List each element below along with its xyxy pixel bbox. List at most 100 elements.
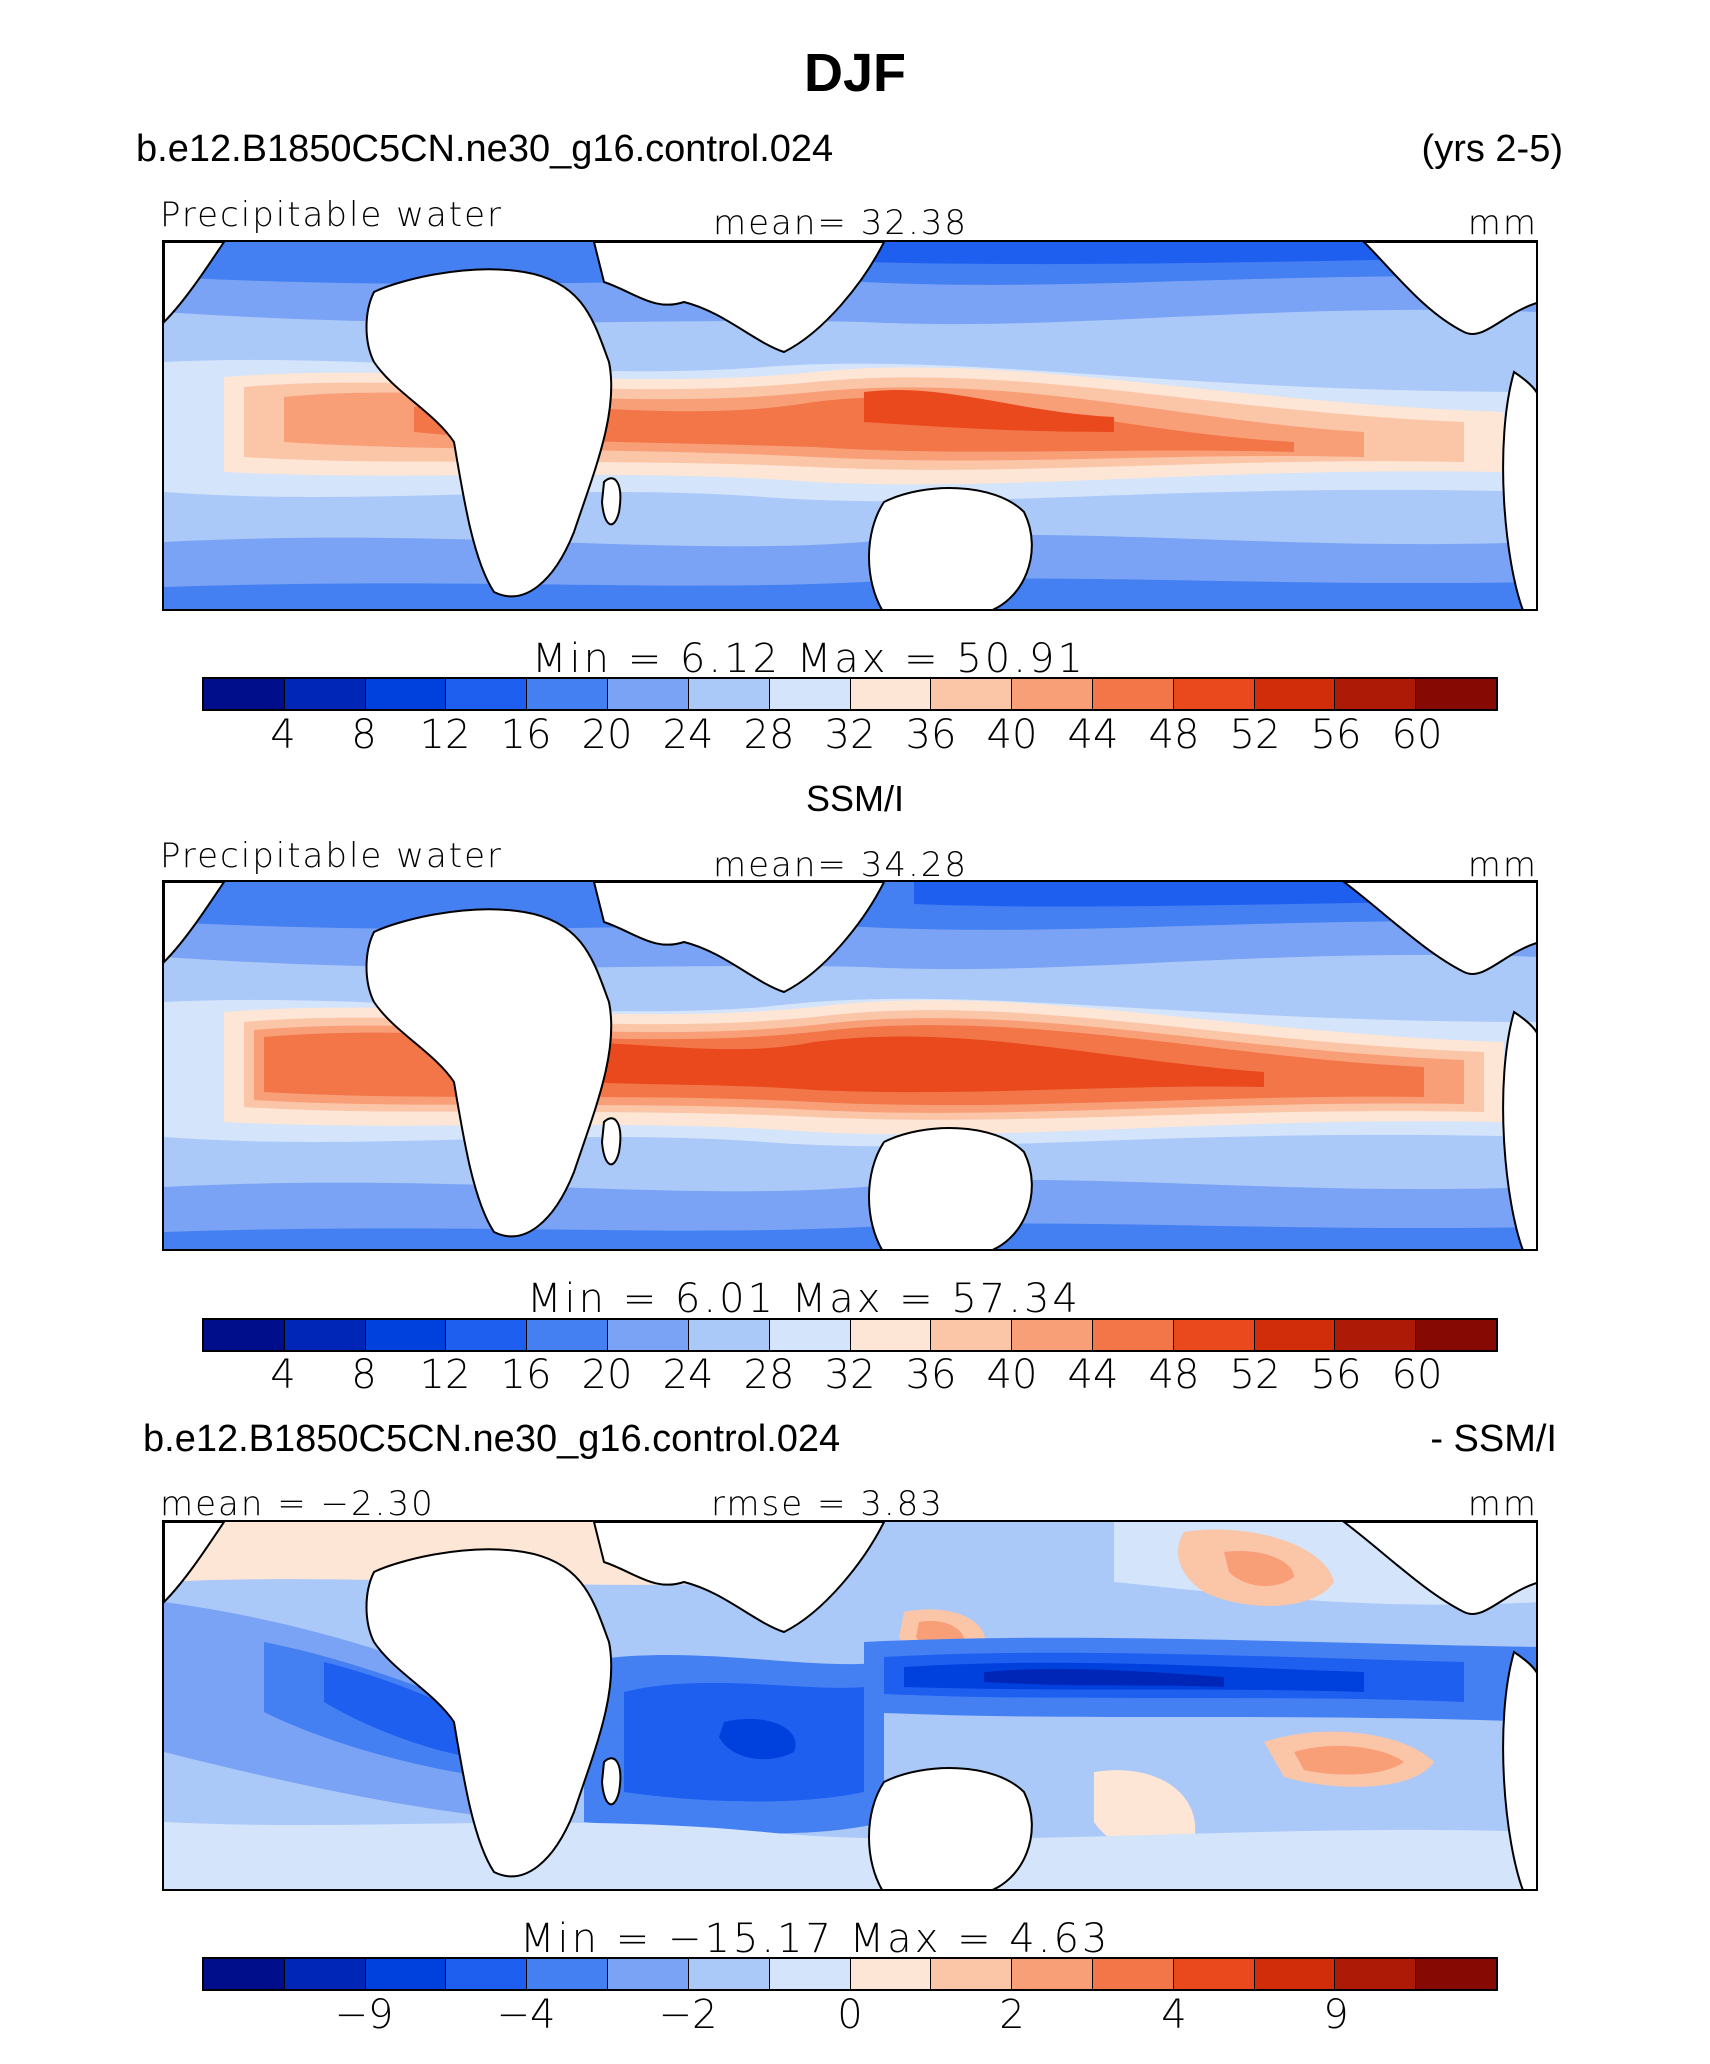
model-variable-label: Precipitable water bbox=[160, 195, 504, 235]
colorbar-box bbox=[1335, 679, 1417, 709]
colorbar-tick: 56 bbox=[1310, 712, 1362, 758]
colorbar-tick: 32 bbox=[824, 712, 876, 758]
model-mean-label: mean= 32.38 bbox=[713, 203, 969, 243]
colorbar-box bbox=[1173, 679, 1255, 709]
colorbar-box bbox=[850, 1320, 932, 1350]
colorbar-tick: −4 bbox=[496, 1992, 556, 2038]
colorbar-box bbox=[769, 679, 851, 709]
colorbar-tick: 52 bbox=[1229, 712, 1281, 758]
colorbar-tick: −9 bbox=[334, 1992, 394, 2038]
colorbar-tick: 28 bbox=[743, 712, 795, 758]
colorbar-tick: 8 bbox=[351, 712, 377, 758]
obs-variable-label: Precipitable water bbox=[160, 836, 504, 876]
africa-land-icon bbox=[365, 268, 613, 598]
colorbar-box bbox=[446, 679, 528, 709]
colorbar-tick: 56 bbox=[1310, 1352, 1362, 1398]
colorbar-tick: 4 bbox=[270, 1352, 296, 1398]
colorbar-box bbox=[1335, 1959, 1417, 1989]
diff-mean-label: mean = −2.30 bbox=[160, 1484, 435, 1524]
colorbar-box bbox=[1254, 679, 1336, 709]
colorbar-tick: −2 bbox=[658, 1992, 718, 2038]
colorbar-tick: 16 bbox=[500, 712, 552, 758]
obs-title: SSM/I bbox=[805, 778, 904, 819]
colorbar-tick: 12 bbox=[419, 1352, 471, 1398]
colorbar-box bbox=[1092, 1320, 1174, 1350]
diff-rmse-label: rmse = 3.83 bbox=[711, 1484, 944, 1524]
colorbar-box bbox=[1416, 1959, 1496, 1989]
diff-case-label: b.e12.B1850C5CN.ne30_g16.control.024 bbox=[143, 1418, 841, 1460]
colorbar-box bbox=[1416, 1320, 1496, 1350]
south-america-land-icon bbox=[1502, 1650, 1536, 1889]
colorbar-tick: 36 bbox=[905, 712, 957, 758]
model-case-label: b.e12.B1850C5CN.ne30_g16.control.024 bbox=[136, 128, 834, 170]
colorbar-box bbox=[1012, 1320, 1093, 1350]
years-label: (yrs 2-5) bbox=[1421, 128, 1563, 170]
colorbar-box bbox=[446, 1320, 528, 1350]
colorbar-tick: 24 bbox=[662, 712, 714, 758]
colorbar-box bbox=[931, 1320, 1013, 1350]
south-america-land-icon bbox=[1502, 1010, 1536, 1249]
colorbar-box bbox=[608, 1959, 689, 1989]
colorbar-box bbox=[365, 679, 447, 709]
colorbar-box bbox=[284, 1959, 366, 1989]
colorbar-tick: 28 bbox=[743, 1352, 795, 1398]
colorbar-box bbox=[769, 1320, 851, 1350]
asia-land-icon bbox=[592, 1522, 886, 1634]
figure-title: DJF bbox=[803, 43, 906, 103]
colorbar-tick: 20 bbox=[581, 712, 633, 758]
obs-minmax-label: Min = 6.01 Max = 57.34 bbox=[527, 1276, 1081, 1322]
africa-land-icon bbox=[365, 908, 613, 1238]
colorbar-box bbox=[688, 1959, 770, 1989]
obs-units-label: mm bbox=[1467, 845, 1538, 885]
colorbar-box bbox=[769, 1959, 851, 1989]
colorbar-tick: 60 bbox=[1391, 712, 1443, 758]
colorbar-box bbox=[204, 1320, 285, 1350]
colorbar-box bbox=[365, 1320, 447, 1350]
colorbar-box bbox=[1416, 679, 1496, 709]
colorbar-box bbox=[608, 679, 689, 709]
colorbar-tick: 44 bbox=[1067, 1352, 1119, 1398]
colorbar-box bbox=[1092, 1959, 1174, 1989]
colorbar-box bbox=[446, 1959, 528, 1989]
diff-minmax-label: Min = −15.17 Max = 4.63 bbox=[520, 1916, 1111, 1962]
colorbar-tick: 2 bbox=[999, 1992, 1025, 2038]
colorbar-tick: 4 bbox=[270, 712, 296, 758]
diff-suffix-label: - SSM/I bbox=[1430, 1418, 1557, 1460]
colorbar-box bbox=[1335, 1320, 1417, 1350]
colorbar-box bbox=[284, 1320, 366, 1350]
colorbar-box bbox=[1254, 1959, 1336, 1989]
colorbar-tick: 0 bbox=[837, 1992, 863, 2038]
model-map-field bbox=[164, 242, 1536, 609]
colorbar-tick: 48 bbox=[1148, 1352, 1200, 1398]
colorbar-tick: 4 bbox=[1161, 1992, 1187, 2038]
colorbar-box bbox=[1173, 1959, 1255, 1989]
diff-map bbox=[162, 1520, 1538, 1891]
model-minmax-label: Min = 6.12 Max = 50.91 bbox=[532, 636, 1086, 682]
colorbar-tick: 9 bbox=[1323, 1992, 1349, 2038]
colorbar-box bbox=[1092, 679, 1174, 709]
australia-land-icon bbox=[868, 1767, 1033, 1889]
colorbar-tick: 44 bbox=[1067, 712, 1119, 758]
model-colorbar bbox=[202, 677, 1498, 711]
colorbar-box bbox=[850, 1959, 932, 1989]
colorbar-box bbox=[688, 679, 770, 709]
colorbar-tick: 36 bbox=[905, 1352, 957, 1398]
colorbar-tick: 8 bbox=[351, 1352, 377, 1398]
asia-land-icon bbox=[592, 242, 886, 354]
colorbar-tick: 40 bbox=[986, 1352, 1038, 1398]
colorbar-box bbox=[1012, 1959, 1093, 1989]
model-units-label: mm bbox=[1467, 203, 1538, 243]
diff-colorbar bbox=[202, 1957, 1498, 1991]
obs-mean-label: mean= 34.28 bbox=[713, 845, 969, 885]
colorbar-box bbox=[850, 679, 932, 709]
colorbar-box bbox=[204, 1959, 285, 1989]
colorbar-tick: 40 bbox=[986, 712, 1038, 758]
colorbar-box bbox=[527, 1959, 609, 1989]
colorbar-tick: 12 bbox=[419, 712, 471, 758]
colorbar-tick: 48 bbox=[1148, 712, 1200, 758]
colorbar-box bbox=[608, 1320, 689, 1350]
obs-colorbar bbox=[202, 1318, 1498, 1352]
colorbar-box bbox=[931, 1959, 1013, 1989]
diff-units-label: mm bbox=[1467, 1484, 1538, 1524]
colorbar-box bbox=[1012, 679, 1093, 709]
